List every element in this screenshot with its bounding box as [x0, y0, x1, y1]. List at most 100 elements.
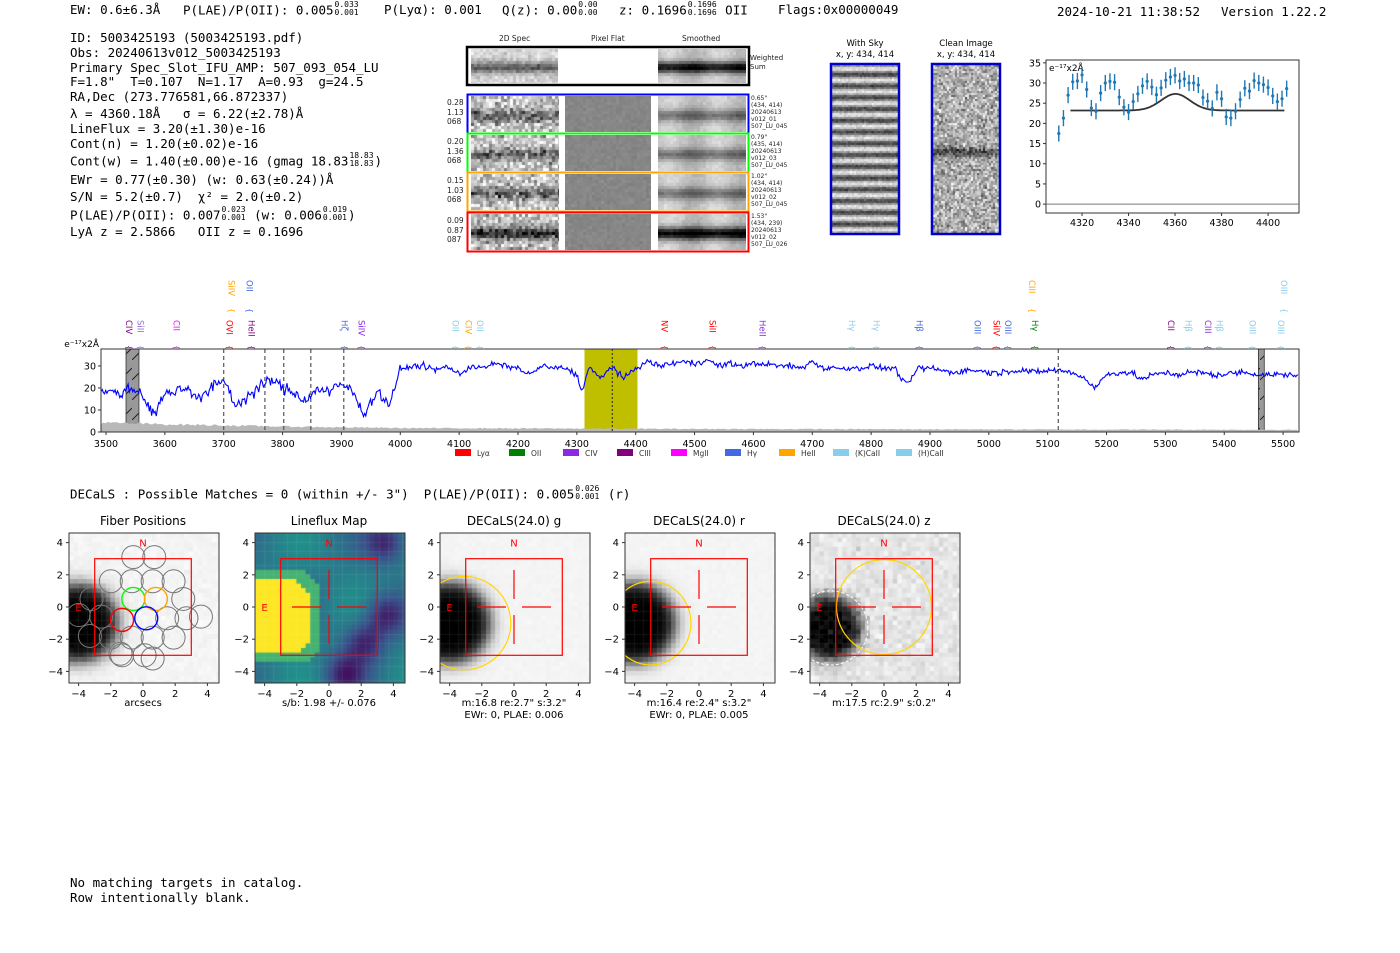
data-point: [1201, 95, 1205, 100]
emission-line-label: CIII: [1026, 280, 1036, 293]
data-point: [1224, 115, 1228, 119]
spectrum-line: [100, 358, 1299, 419]
fiber-circle: [121, 545, 146, 570]
info-plae-w-range: 0.019 0.001: [323, 206, 347, 222]
data-point: [1275, 99, 1279, 104]
emission-line-label: SiIV: [991, 320, 1001, 336]
cutout-axes: [68, 532, 220, 684]
x-tick-label: 4400: [1256, 218, 1280, 229]
selected-fiber-circle: [121, 586, 146, 612]
y-tick-label: 0: [428, 603, 434, 614]
clean-image: [933, 65, 999, 233]
emission-line-label: SiIV: [225, 280, 235, 296]
data-point: [1173, 73, 1177, 77]
legend-label: CIII: [639, 449, 651, 458]
cutout-overlays: NE: [69, 539, 213, 671]
aperture-circle: [835, 558, 933, 656]
header-plae: P(LAE)/P(OII): 0.005 0.033 0.001: [183, 1, 360, 19]
east-label: E: [631, 603, 637, 614]
emission-line-label: OVI: [224, 320, 234, 335]
cutout-title: DECaLS(24.0) r: [653, 514, 745, 528]
emission-line-bracket: {: [1027, 308, 1036, 313]
emission-line-bracket: {: [451, 345, 460, 350]
cutout-title: Lineflux Map: [291, 514, 367, 528]
y-tick-label: −4: [419, 667, 434, 678]
data-point: [1271, 94, 1275, 98]
x-tick-label: −4: [812, 689, 827, 700]
x-tick-label: −4: [71, 689, 86, 700]
data-point: [1261, 83, 1266, 87]
header-qz-lo: 0.00: [578, 8, 598, 17]
header-version: Version 1.22.2: [1221, 4, 1327, 19]
spec2d-header-smoothed: Smoothed: [682, 34, 721, 43]
info-id: ID: 5003425193 (5003425193.pdf): [70, 30, 304, 45]
data-point: [1257, 81, 1261, 85]
east-label: E: [261, 603, 267, 614]
search-box: [650, 558, 748, 656]
info-plae-hi: 0.023: [221, 205, 246, 214]
fiber-2dspec-3: [471, 174, 559, 210]
fiber-pixelflat-2: [565, 135, 651, 171]
x-tick-label: 4700: [800, 439, 824, 450]
x-tick-label: 3900: [329, 439, 353, 450]
fiber-row-frame-3: [466, 171, 750, 213]
cutout-overlays: NE: [625, 539, 748, 666]
y-tick-label: −4: [48, 667, 63, 678]
emission-line-label: Hζ: [338, 320, 348, 331]
data-point: [1215, 90, 1219, 94]
fiber-smoothed-3: [658, 174, 746, 210]
decals-summary-band: (r): [600, 486, 631, 502]
y-tick-label: 25: [1029, 99, 1041, 110]
emission-line-label: OIII: [1275, 320, 1285, 334]
fiber-circle: [188, 604, 213, 629]
emission-line-label: OIII: [1247, 320, 1257, 334]
info-plae-w-hi: 0.019: [322, 205, 347, 214]
fiber-circle: [108, 641, 133, 666]
cutout-image-5: [810, 533, 960, 683]
emission-line-label: CII: [171, 320, 181, 331]
data-point: [1126, 110, 1131, 114]
emission-line-label: Hγ: [871, 320, 881, 331]
legend-swatch: [671, 449, 687, 456]
emission-line-bracket: {: [1004, 345, 1013, 350]
y-tick-label: 2: [57, 570, 63, 581]
line-zoom-axes: [1045, 59, 1300, 214]
header-z-hi: 0.1696: [687, 0, 717, 9]
y-tick-label: 0: [798, 603, 804, 614]
x-tick-label: 3500: [94, 439, 118, 450]
data-point: [1192, 81, 1196, 85]
data-point: [1061, 116, 1066, 120]
emission-line-label: Hβ: [1213, 320, 1223, 332]
fit-window-highlight: [584, 349, 638, 432]
line-zoom-chart: 0 5 10 15 20 25 30 35 4320 4340 4360 4380 4400 e⁻¹⁷x2…: [1029, 58, 1300, 229]
clean-image-title-text: Clean Image: [939, 39, 993, 49]
data-point: [1285, 87, 1289, 91]
legend-swatch: [779, 449, 795, 456]
y-tick-label: −2: [419, 635, 434, 646]
emission-line-bracket: {: [758, 345, 767, 350]
fiber-row-right-label-3: 1.02" (434, 414) 20240613 v012_02 507_LU…: [751, 173, 788, 208]
fiber-row-right-label-4: 1.53" (434, 239) 20240613 v012_02 507_LU…: [751, 213, 788, 248]
y-tick-label: −4: [604, 667, 619, 678]
y-tick-label: −2: [234, 635, 249, 646]
y-tick-label: 2: [428, 570, 434, 581]
fiber-pixelflat-1: [565, 96, 651, 132]
north-label: N: [695, 539, 702, 550]
legend-swatch: [563, 449, 579, 456]
data-point: [1229, 116, 1233, 120]
fiber-circle: [142, 545, 167, 570]
masked-region: [1257, 348, 1265, 433]
header-z-lo: 0.1696: [687, 8, 717, 17]
x-tick-label: 0: [881, 689, 887, 700]
fiber-circle: [161, 625, 186, 650]
x-tick-label: 4360: [1163, 218, 1187, 229]
fiber-smoothed-4: [658, 214, 746, 250]
cutout-caption: m:17.5 rc:2.9" s:0.2": [832, 698, 936, 709]
fiber-row-left-label-1: 0.28 1.13 068: [447, 98, 464, 126]
emission-line-label: OII: [244, 280, 254, 292]
fiber-circle: [79, 586, 104, 611]
y-tick-label: 35: [1029, 58, 1041, 69]
